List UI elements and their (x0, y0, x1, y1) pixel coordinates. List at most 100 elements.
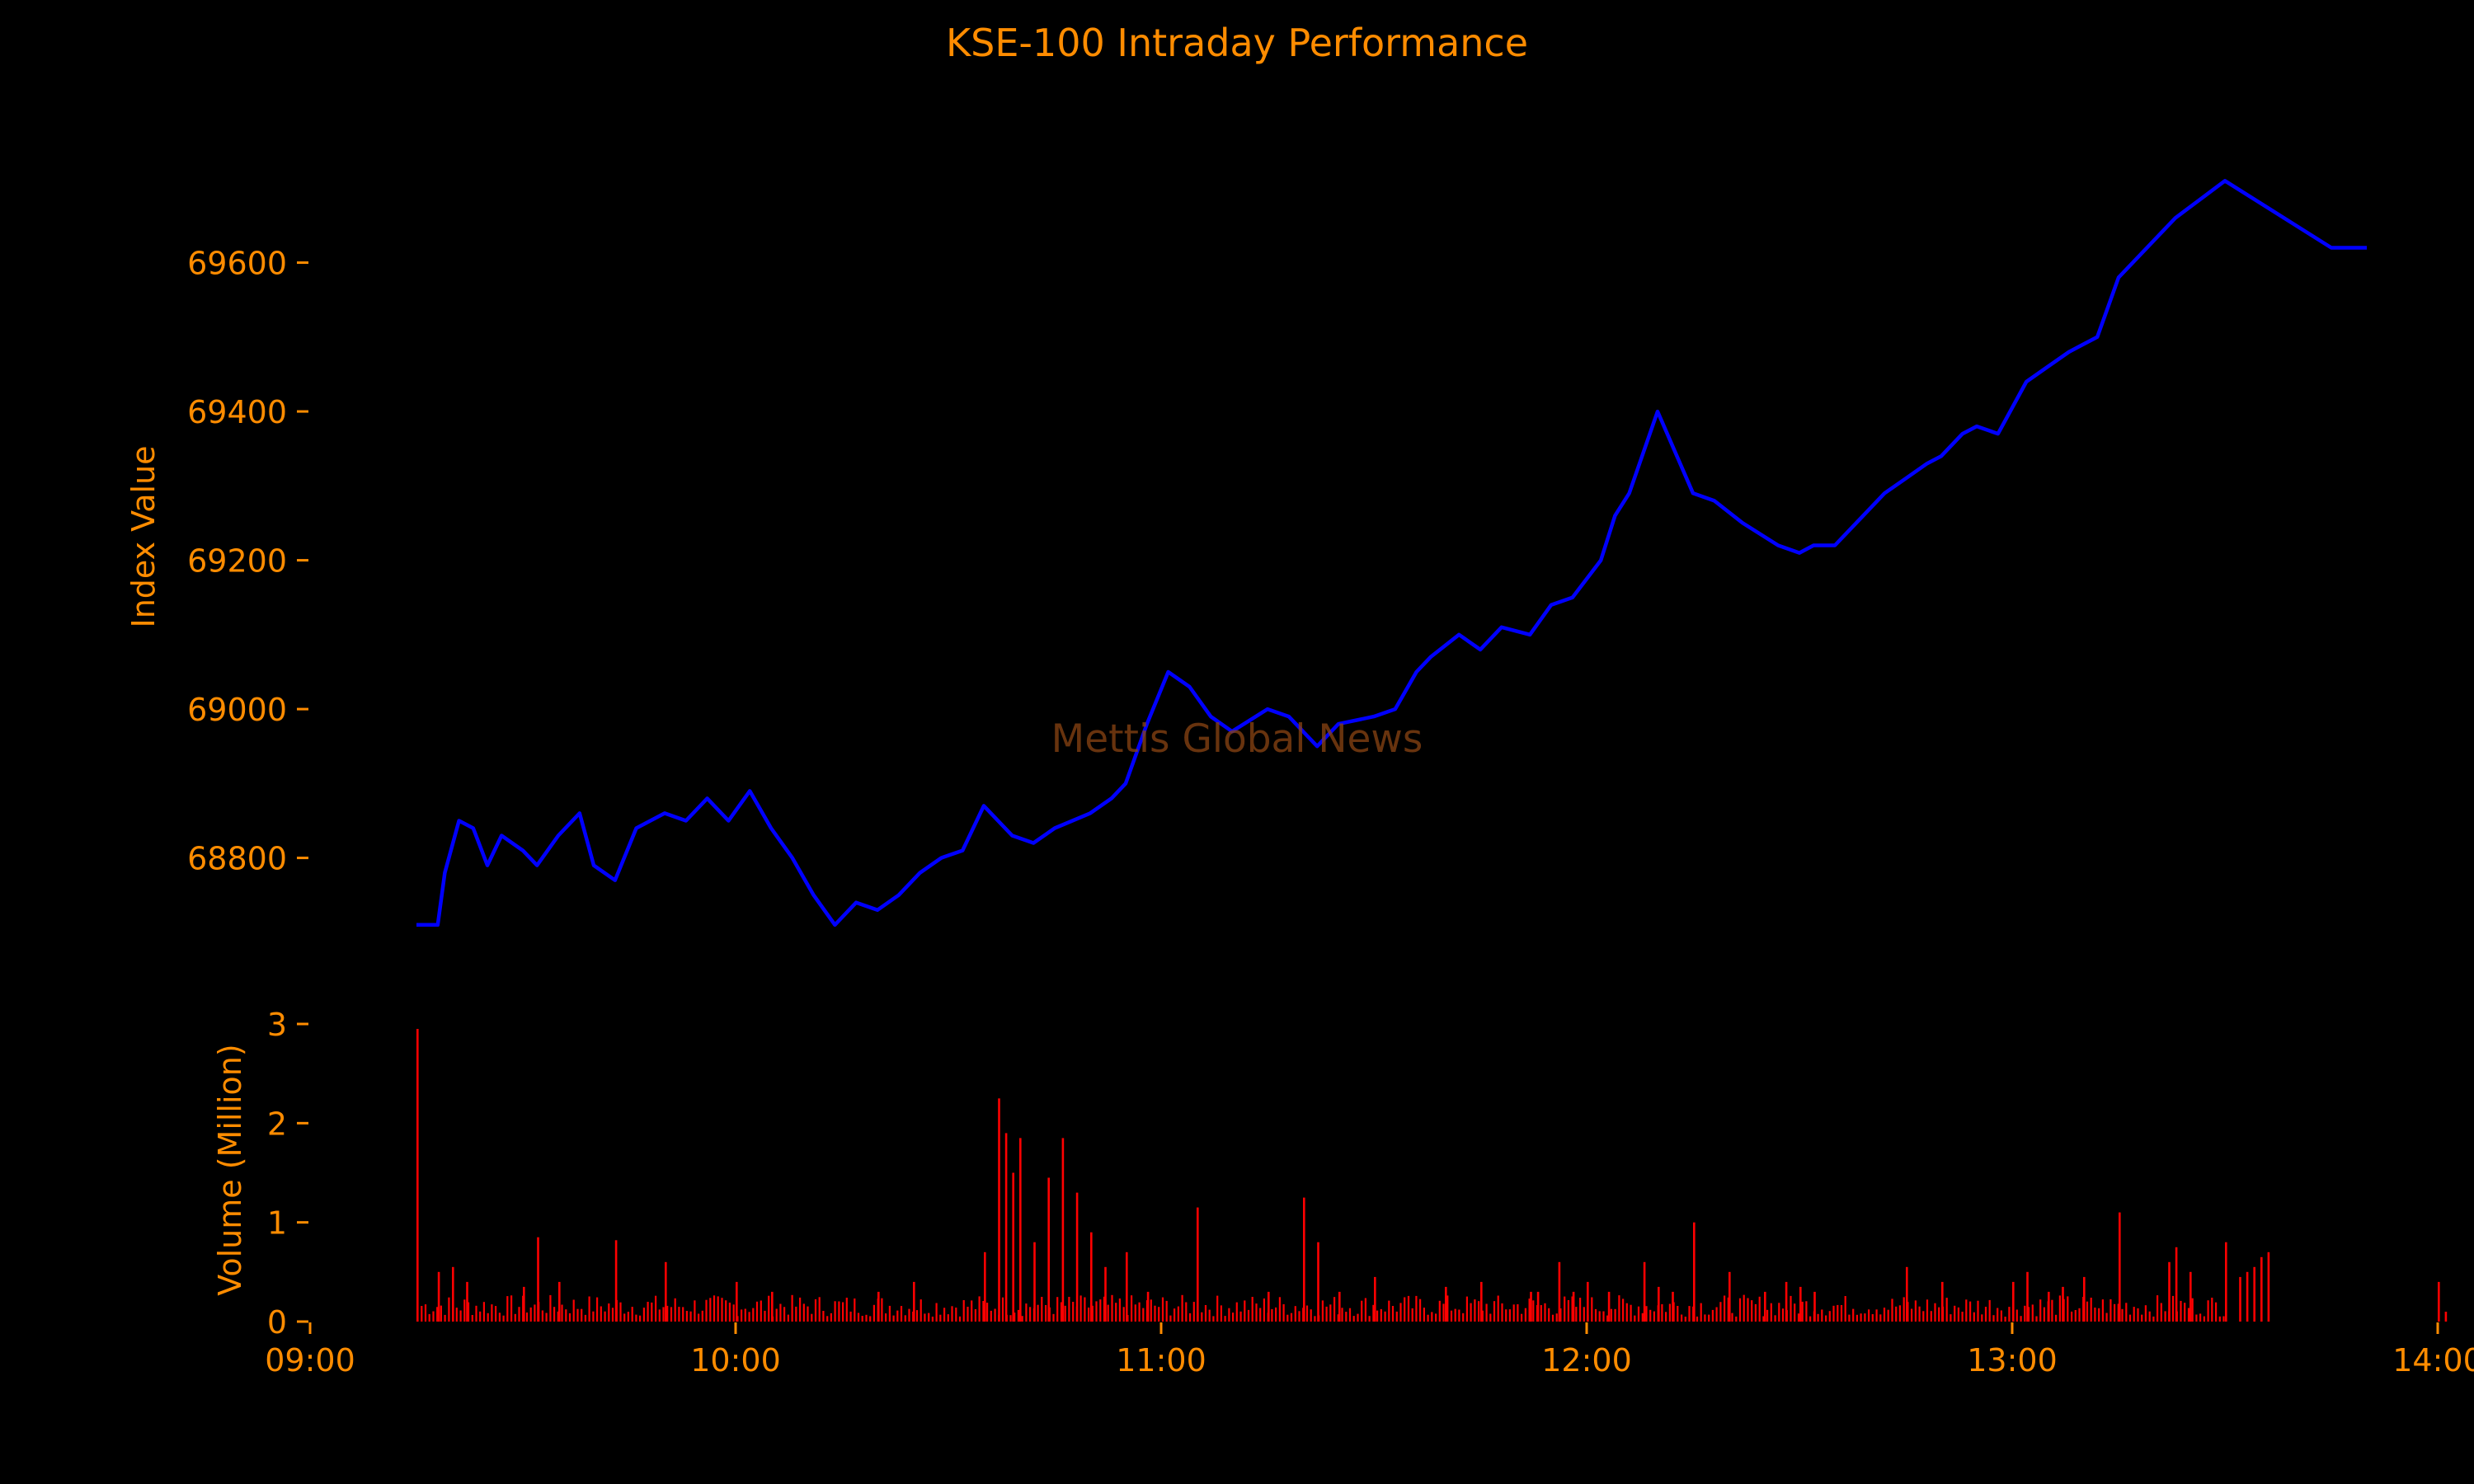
volume-base-bar (1275, 1307, 1277, 1322)
x-tick-label: 14:00 (2392, 1342, 2474, 1378)
volume-base-bar (639, 1315, 642, 1322)
volume-bar (1536, 1291, 1540, 1322)
volume-base-bar (424, 1304, 427, 1322)
volume-bar (1303, 1197, 1305, 1322)
volume-base-bar (849, 1311, 852, 1322)
volume-base-bar (1348, 1308, 1352, 1322)
volume-bar (1019, 1138, 1022, 1322)
volume-base-bar (623, 1313, 626, 1322)
volume-base-bar (986, 1303, 989, 1322)
volume-base-bar (619, 1302, 622, 1322)
volume-base-bar (1668, 1303, 1671, 1322)
volume-base-bar (428, 1313, 430, 1322)
volume-base-bar (1938, 1307, 1940, 1322)
volume-base-bar (1380, 1308, 1382, 1322)
volume-bar (1197, 1207, 1199, 1322)
volume-base-bar (662, 1307, 665, 1322)
volume-base-bar (1286, 1314, 1289, 1322)
volume-bar (1785, 1281, 1788, 1322)
volume-base-bar (1391, 1306, 1395, 1322)
volume-base-bar (838, 1301, 840, 1322)
volume-base-bar (2086, 1301, 2089, 1322)
volume-base-bar (1029, 1307, 1032, 1322)
volume-base-bar (1532, 1300, 1535, 1322)
volume-base-bar (872, 1304, 875, 1322)
volume-base-bar (1411, 1308, 1413, 1322)
volume-base-bar (1372, 1304, 1375, 1322)
volume-bar (523, 1286, 525, 1322)
volume-base-bar (1914, 1300, 1917, 1322)
volume-base-bar (479, 1311, 482, 1322)
volume-bar (2267, 1252, 2270, 1322)
volume-base-bar (881, 1298, 883, 1322)
volume-base-bar (818, 1297, 821, 1322)
volume-base-bar (1364, 1298, 1366, 1322)
volume-base-bar (1395, 1311, 1398, 1322)
volume-base-bar (935, 1303, 938, 1322)
volume-base-bar (752, 1308, 755, 1322)
volume-base-bar (2133, 1307, 2135, 1322)
volume-base-bar (1770, 1303, 1772, 1322)
index-y-tick-label: 69200 (187, 543, 287, 580)
volume-base-bar (2004, 1317, 2006, 1322)
volume-y-tick-label: 1 (267, 1205, 287, 1242)
volume-base-bar (717, 1296, 719, 1322)
volume-base-bar (2215, 1302, 2218, 1322)
volume-bar (1338, 1291, 1341, 1322)
volume-base-bar (732, 1304, 735, 1322)
volume-bar (2083, 1276, 2086, 1322)
volume-base-bar (459, 1310, 462, 1322)
volume-base-bar (2043, 1307, 2045, 1322)
volume-base-bar (1512, 1304, 1515, 1322)
x-tick-label: 09:00 (265, 1342, 355, 1378)
volume-bar (1374, 1276, 1376, 1322)
volume-base-bar (1969, 1301, 1972, 1322)
volume-base-bar (1079, 1295, 1082, 1322)
volume-base-bar (600, 1306, 602, 1322)
volume-base-bar (1450, 1310, 1453, 1322)
volume-base-bar (1719, 1302, 1722, 1322)
volume-base-bar (1508, 1309, 1511, 1322)
volume-bar (1672, 1291, 1674, 1322)
volume-base-bar (1388, 1300, 1390, 1322)
volume-base-bar (1661, 1303, 1663, 1322)
volume-spike-bars (416, 1029, 2448, 1322)
volume-base-bar (811, 1313, 813, 1322)
volume-base-bar (1220, 1305, 1222, 1322)
volume-base-bar (1517, 1304, 1519, 1322)
volume-base-bar (1407, 1295, 1410, 1322)
volume-base-bar (1781, 1308, 1785, 1322)
volume-base-bar (1602, 1311, 1605, 1322)
volume-bar (771, 1291, 774, 1322)
volume-base-bar (1088, 1308, 1090, 1322)
volume-base-bar (1809, 1316, 1812, 1322)
volume-base-bar (1251, 1297, 1253, 1322)
volume-base-bar (1068, 1297, 1070, 1322)
volume-base-bar (1442, 1303, 1445, 1322)
volume-base-bar (775, 1308, 778, 1322)
volume-base-bar (1961, 1312, 1964, 1322)
volume-base-bar (1856, 1314, 1858, 1322)
volume-base-bar (581, 1308, 583, 1322)
volume-base-bar (1973, 1312, 1975, 1322)
volume-base-bar (2114, 1303, 2116, 1322)
volume-base-bar (939, 1314, 942, 1322)
volume-base-bar (1583, 1307, 1585, 1322)
volume-base-bar (1747, 1298, 1749, 1322)
volume-base-bar (1189, 1313, 1192, 1322)
volume-base-bar (1142, 1308, 1145, 1322)
volume-base-bar (1945, 1298, 1948, 1322)
volume-bar (2246, 1271, 2249, 1322)
volume-base-bar (1911, 1308, 1913, 1322)
volume-base-bar (2199, 1313, 2202, 1322)
volume-base-bar (1111, 1294, 1113, 1322)
volume-bar (2026, 1271, 2029, 1322)
volume-base-bar (1001, 1297, 1004, 1322)
volume-bar (1658, 1286, 1660, 1322)
volume-base-bar (1957, 1307, 1959, 1322)
volume-base-bar (799, 1297, 802, 1322)
volume-base-bar (830, 1313, 832, 1322)
volume-base-bar (510, 1295, 513, 1322)
volume-base-bar (596, 1297, 599, 1322)
volume-base-bar (1056, 1297, 1059, 1322)
